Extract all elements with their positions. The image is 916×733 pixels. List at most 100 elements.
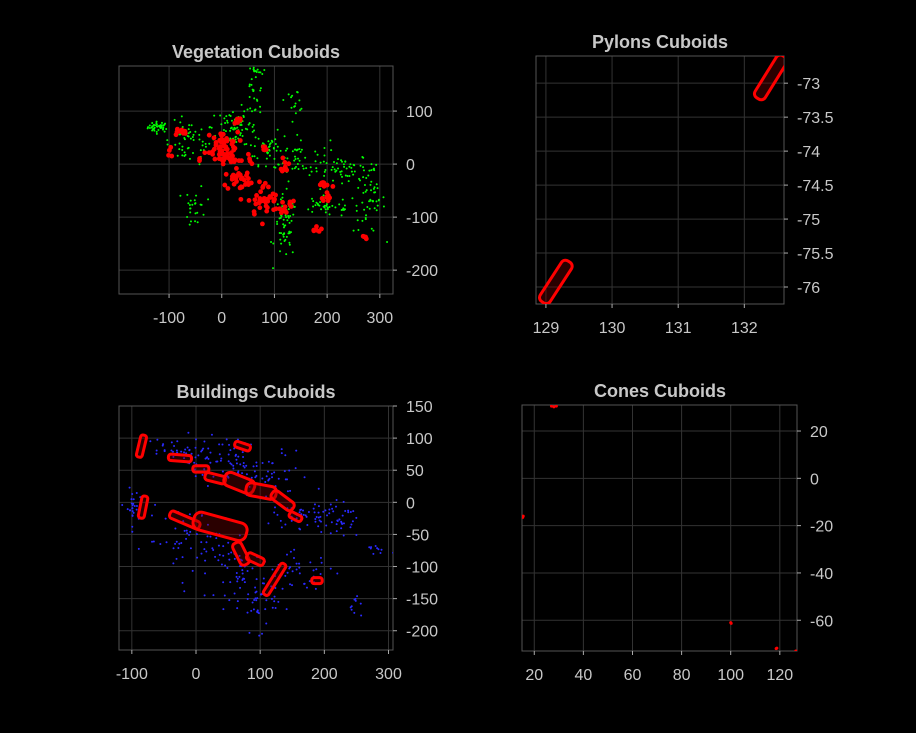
data-point — [227, 157, 233, 162]
data-point — [249, 107, 252, 110]
cuboid — [166, 452, 194, 464]
data-point — [243, 110, 246, 113]
data-point — [246, 108, 249, 111]
pylons-plot: 129 130 131 132 -73 -73.5 -74 -74.5 -75 -75.5 -76 — [533, 55, 834, 337]
data-point — [328, 508, 331, 511]
data-point — [372, 229, 375, 232]
data-point — [173, 445, 176, 448]
data-point — [193, 468, 196, 471]
data-point — [280, 199, 285, 205]
data-point — [270, 585, 273, 588]
data-point — [312, 205, 315, 208]
data-point — [217, 559, 220, 562]
data-point — [276, 220, 279, 223]
data-point — [155, 122, 158, 125]
data-point — [213, 140, 219, 145]
data-point — [319, 188, 322, 191]
data-point — [228, 558, 231, 561]
data-point — [229, 449, 232, 452]
data-point — [344, 509, 347, 512]
data-point — [272, 147, 275, 150]
data-point — [188, 448, 191, 451]
data-point — [372, 187, 375, 190]
data-point — [325, 524, 328, 527]
data-point — [295, 568, 298, 571]
data-point — [212, 475, 215, 478]
data-point — [347, 511, 350, 514]
data-point — [227, 541, 230, 544]
data-point — [181, 154, 184, 157]
data-point — [350, 608, 353, 611]
data-point — [296, 91, 299, 94]
data-point — [128, 486, 131, 489]
data-point — [356, 595, 359, 598]
data-point — [340, 527, 343, 530]
data-point — [287, 199, 293, 205]
data-point — [290, 96, 293, 99]
data-point — [309, 166, 312, 169]
data-point — [205, 541, 208, 544]
x-tick-label: 100 — [717, 667, 744, 684]
data-point — [208, 142, 211, 145]
cuboid — [261, 561, 288, 597]
data-point — [319, 515, 322, 518]
data-point — [222, 182, 228, 188]
data-point — [338, 203, 341, 206]
data-point — [253, 470, 256, 473]
data-point — [330, 168, 333, 171]
data-point — [178, 148, 181, 151]
y-tick-label: -40 — [810, 566, 833, 583]
data-point — [268, 148, 271, 151]
buildings-title: Buildings Cuboids — [177, 382, 336, 402]
data-point — [294, 158, 297, 161]
data-point — [274, 166, 277, 169]
data-point — [331, 166, 334, 169]
data-point — [298, 527, 301, 530]
data-point — [334, 206, 337, 209]
data-point — [211, 547, 214, 550]
data-point — [194, 220, 197, 223]
data-point — [197, 454, 200, 457]
data-point — [327, 195, 333, 201]
data-point — [224, 564, 227, 567]
data-point — [203, 468, 206, 471]
data-point — [228, 150, 234, 156]
data-point — [276, 203, 279, 206]
data-point — [195, 533, 198, 536]
data-point — [278, 166, 284, 172]
data-point — [309, 561, 312, 564]
data-point — [246, 198, 252, 203]
data-point — [180, 542, 183, 545]
data-point — [376, 204, 379, 207]
data-point — [181, 126, 184, 129]
cuboid — [136, 494, 150, 520]
data-point — [258, 189, 264, 195]
data-point — [191, 135, 194, 138]
data-point — [227, 476, 230, 479]
data-point — [254, 108, 257, 111]
data-point — [350, 523, 353, 526]
data-point — [157, 128, 160, 131]
data-point — [264, 208, 270, 214]
data-point — [234, 165, 239, 171]
data-point — [328, 213, 331, 216]
data-point — [251, 601, 254, 604]
data-point — [246, 598, 249, 601]
data-point — [242, 114, 245, 117]
data-point — [210, 126, 213, 129]
y-tick-label: 50 — [406, 463, 424, 480]
data-point — [195, 194, 198, 197]
data-point — [170, 449, 173, 452]
data-point — [353, 611, 356, 614]
data-point — [313, 503, 316, 506]
x-tick-label: -100 — [153, 310, 185, 327]
data-point — [174, 126, 180, 132]
data-point — [355, 204, 358, 207]
data-point — [282, 160, 288, 165]
data-point — [253, 599, 256, 602]
pylons-panel: Pylons Cuboids 129 130 131 132 -73 -73.5 -74 -7… — [533, 32, 834, 337]
data-point — [254, 193, 259, 198]
data-point — [223, 117, 226, 120]
data-point — [257, 165, 260, 168]
data-point — [317, 525, 320, 528]
